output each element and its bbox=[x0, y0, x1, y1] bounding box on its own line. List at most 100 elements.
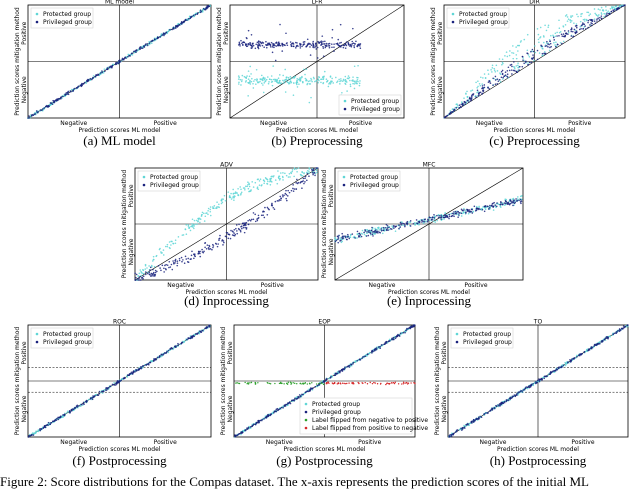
scatter-point bbox=[369, 381, 371, 384]
scatter-point bbox=[216, 206, 218, 208]
scatter-point bbox=[470, 99, 472, 102]
scatter-point bbox=[30, 434, 33, 437]
scatter-point bbox=[70, 408, 73, 411]
scatter-point bbox=[590, 19, 593, 22]
scatter-point bbox=[379, 345, 381, 348]
y-axis-label: Prediction scores mitigation method bbox=[434, 327, 441, 436]
scatter-point bbox=[246, 427, 248, 429]
scatter-point bbox=[517, 62, 519, 64]
scatter-point bbox=[300, 395, 302, 397]
scatter-point bbox=[526, 49, 529, 52]
scatter-point bbox=[134, 279, 137, 281]
scatter-point bbox=[575, 30, 578, 32]
scatter-point bbox=[257, 217, 259, 220]
scatter-point bbox=[324, 40, 326, 43]
scatter-point bbox=[191, 337, 194, 339]
scatter-point bbox=[250, 426, 252, 428]
scatter-point bbox=[340, 241, 343, 244]
scatter-point bbox=[282, 74, 284, 77]
scatter-point bbox=[139, 275, 141, 278]
scatter-point bbox=[278, 79, 281, 82]
scatter-point bbox=[476, 89, 479, 92]
scatter-point bbox=[42, 427, 45, 430]
scatter-point bbox=[538, 52, 541, 54]
scatter-point bbox=[496, 70, 499, 72]
scatter-point bbox=[309, 46, 311, 48]
subfigure-caption: (h) Postprocessing bbox=[490, 453, 587, 468]
x-axis-label: Prediction scores ML model bbox=[284, 446, 366, 453]
scatter-point bbox=[206, 244, 209, 246]
scatter-point bbox=[366, 228, 368, 231]
scatter-point bbox=[315, 169, 318, 171]
scatter-point bbox=[289, 176, 291, 178]
scatter-point bbox=[245, 45, 248, 48]
scatter-point bbox=[575, 23, 578, 25]
scatter-point bbox=[356, 359, 359, 362]
scatter-point bbox=[77, 86, 79, 88]
scatter-point bbox=[224, 199, 227, 202]
x-axis-label: Prediction scores ML model bbox=[79, 127, 161, 134]
scatter-point bbox=[343, 79, 345, 82]
scatter-point bbox=[72, 89, 75, 91]
scatter-point bbox=[473, 205, 476, 208]
scatter-point bbox=[481, 85, 484, 87]
scatter-point bbox=[252, 87, 255, 89]
scatter-point bbox=[332, 382, 334, 385]
scatter-point bbox=[263, 46, 265, 49]
scatter-point bbox=[293, 168, 296, 171]
scatter-point bbox=[478, 93, 480, 96]
scatter-point bbox=[583, 20, 586, 22]
scatter-point bbox=[509, 202, 512, 205]
scatter-point bbox=[339, 237, 342, 239]
scatter-point bbox=[509, 64, 512, 66]
scatter-point bbox=[354, 237, 356, 239]
x-negative-label: Negative bbox=[167, 282, 194, 289]
scatter-point bbox=[583, 23, 586, 26]
scatter-point bbox=[102, 72, 105, 74]
scatter-point bbox=[271, 46, 274, 48]
scatter-point bbox=[493, 69, 496, 72]
scatter-point bbox=[460, 208, 463, 211]
y-negative-label: Negative bbox=[21, 395, 28, 422]
scatter-point bbox=[194, 333, 197, 335]
scatter-point bbox=[246, 383, 248, 385]
scatter-point bbox=[139, 48, 141, 51]
scatter-point bbox=[263, 182, 265, 185]
scatter-point bbox=[346, 77, 349, 80]
scatter-point bbox=[352, 363, 354, 365]
scatter-point bbox=[269, 179, 272, 181]
scatter-point bbox=[249, 65, 252, 68]
scatter-point bbox=[101, 70, 103, 72]
scatter-point bbox=[542, 41, 545, 44]
scatter-point bbox=[491, 203, 494, 205]
scatter-point bbox=[501, 58, 504, 61]
scatter-point bbox=[263, 216, 266, 219]
scatter-point bbox=[248, 185, 251, 188]
scatter-point bbox=[342, 237, 345, 239]
scatter-point bbox=[312, 168, 315, 170]
scatter-point bbox=[342, 46, 345, 49]
scatter-point bbox=[288, 191, 291, 194]
legend-label: Protected group bbox=[150, 174, 198, 181]
scatter-point bbox=[320, 44, 322, 46]
scatter-point bbox=[168, 266, 170, 269]
scatter-point bbox=[512, 395, 515, 398]
scatter-point bbox=[532, 54, 534, 56]
y-negative-label: Negative bbox=[437, 76, 444, 103]
scatter-point bbox=[570, 359, 573, 362]
scatter-point bbox=[367, 231, 370, 233]
scatter-point bbox=[302, 383, 305, 385]
scatter-point bbox=[292, 45, 295, 48]
scatter-point bbox=[566, 361, 569, 364]
scatter-point bbox=[565, 32, 567, 35]
legend-label: Protected group bbox=[43, 331, 91, 338]
scatter-point bbox=[91, 398, 94, 401]
scatter-point bbox=[461, 429, 463, 431]
scatter-point bbox=[344, 366, 346, 368]
scatter-point bbox=[467, 212, 470, 215]
scatter-point bbox=[197, 253, 200, 255]
scatter-point bbox=[115, 61, 117, 64]
